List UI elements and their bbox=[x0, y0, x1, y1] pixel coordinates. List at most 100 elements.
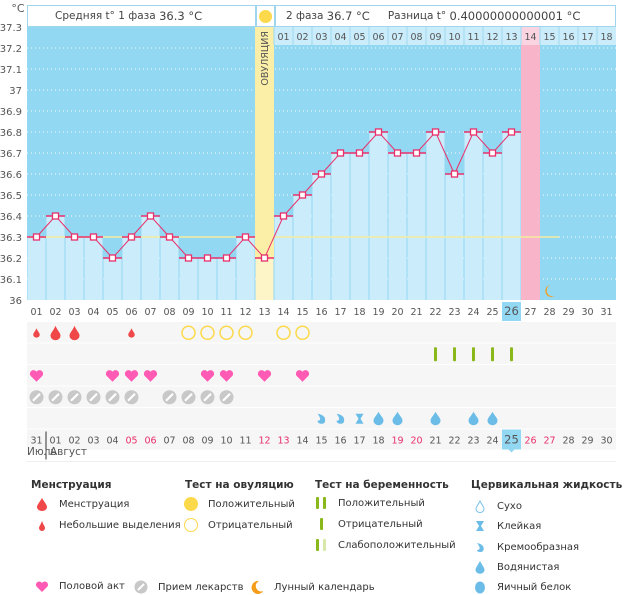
month-august: Август bbox=[50, 446, 87, 458]
pregnancy-positive-icon bbox=[310, 497, 332, 509]
y-tick-label: 36.3 bbox=[0, 233, 22, 244]
temperature-point bbox=[488, 149, 497, 157]
blood-drop-small-icon bbox=[33, 328, 40, 338]
temperature-bar bbox=[502, 132, 521, 300]
legend-cervical-title: Цервикальная жидкость bbox=[471, 479, 623, 491]
cervical-watery-icon bbox=[430, 411, 441, 426]
eggwhite-icon bbox=[475, 581, 485, 594]
calendar-date: 05 bbox=[125, 436, 137, 447]
cycle-day-number: 31 bbox=[600, 307, 612, 318]
pill-icon-stripe bbox=[51, 392, 60, 402]
cycle-day-number: 21 bbox=[410, 307, 422, 318]
legend-pregnancy-faint: Слабоположительный bbox=[310, 539, 456, 551]
cervical-watery-icon bbox=[392, 411, 403, 426]
cycle-day-number: 06 bbox=[125, 307, 137, 318]
calendar-date: 26 bbox=[524, 436, 536, 447]
ovulation-test-negative-icon bbox=[219, 325, 234, 340]
calendar-date: 07 bbox=[163, 436, 175, 447]
temperature-bar bbox=[350, 153, 369, 300]
heart-icon bbox=[29, 370, 44, 382]
phase2-day-number: 03 bbox=[315, 32, 327, 43]
cervical-sticky-icon bbox=[355, 413, 364, 424]
calendar-date: 08 bbox=[182, 436, 194, 447]
phase2-day-number: 16 bbox=[562, 32, 574, 43]
pill-icon-stripe bbox=[184, 392, 193, 402]
y-tick-label: 37 bbox=[9, 86, 22, 97]
temperature-bar bbox=[407, 153, 426, 300]
temperature-point bbox=[184, 254, 193, 262]
pill-icon-stripe bbox=[127, 392, 136, 402]
ovulation-sun-cell bbox=[256, 5, 275, 27]
phase2-day-number: 11 bbox=[467, 32, 479, 43]
cervical-watery-icon bbox=[487, 411, 498, 426]
phase2-day-number: 12 bbox=[486, 32, 498, 43]
calendar-date: 01 bbox=[49, 436, 61, 447]
phase2-day-number: 05 bbox=[353, 32, 365, 43]
blood-drop-large-icon bbox=[37, 498, 47, 511]
temperature-bar bbox=[65, 237, 84, 300]
cycle-day-number: 04 bbox=[87, 307, 99, 318]
temperature-point bbox=[70, 233, 79, 241]
phase2-value: 36.7 °C bbox=[326, 9, 370, 23]
y-tick-label: 36.5 bbox=[0, 191, 22, 202]
expected-period-column bbox=[521, 27, 540, 300]
blood-drop-large-icon bbox=[50, 325, 61, 341]
y-tick-label: 36.8 bbox=[0, 128, 22, 139]
pill-icon-stripe bbox=[32, 392, 41, 402]
temperature-point bbox=[431, 128, 440, 136]
calendar-date: 09 bbox=[201, 436, 213, 447]
temperature-point bbox=[203, 254, 212, 262]
pregnancy-faint-icon bbox=[310, 539, 332, 551]
pregnancy-test-negative-icon bbox=[434, 347, 437, 362]
watery-drop-icon bbox=[475, 561, 485, 574]
calendar-date: 17 bbox=[353, 436, 365, 447]
blood-drop-small-icon bbox=[39, 521, 45, 531]
temperature-point bbox=[393, 149, 402, 157]
legend-ovulation-test-title: Тест на овуляцию bbox=[185, 479, 294, 491]
temperature-bar bbox=[160, 237, 179, 300]
symbol-row-bg bbox=[27, 429, 616, 450]
cervical-watery-icon bbox=[373, 411, 384, 426]
phase2-day-number: 15 bbox=[543, 32, 555, 43]
calendar-date: 22 bbox=[448, 436, 460, 447]
calendar-date: 14 bbox=[296, 436, 308, 447]
temperature-point bbox=[469, 128, 478, 136]
calendar-date: 23 bbox=[467, 436, 479, 447]
calendar-date: 21 bbox=[429, 436, 441, 447]
calendar-date: 06 bbox=[144, 436, 156, 447]
symbol-row-bg bbox=[27, 343, 616, 364]
pregnancy-test-negative-icon bbox=[491, 347, 494, 362]
legend-ovulation-negative: Отрицательный bbox=[180, 518, 293, 532]
cycle-day-number: 05 bbox=[106, 307, 118, 318]
ovulation-test-negative-icon bbox=[295, 325, 310, 340]
calendar-date: 02 bbox=[68, 436, 80, 447]
phase2-day-number: 01 bbox=[277, 32, 289, 43]
pill-icon-stripe bbox=[222, 392, 231, 402]
calendar-date: 24 bbox=[486, 436, 498, 447]
phase1-value: 36.3 °C bbox=[159, 9, 203, 23]
phase2-day-number: 14 bbox=[524, 32, 536, 43]
calendar-date: 28 bbox=[562, 436, 574, 447]
y-axis-unit: °C bbox=[11, 2, 25, 15]
phase2-day-number: 17 bbox=[581, 32, 593, 43]
calendar-date: 25 bbox=[504, 433, 519, 447]
legend-cervical-watery: Водянистая bbox=[469, 560, 559, 574]
cycle-day-number: 25 bbox=[486, 307, 498, 318]
phase2-summary: 2 фаза 36.7 °C Разница t° 0.400000000000… bbox=[275, 5, 616, 27]
legend-spotting: Небольшие выделения bbox=[31, 518, 181, 532]
y-tick-label: 36.9 bbox=[0, 107, 22, 118]
temperature-bar bbox=[84, 237, 103, 300]
phase2-day-number: 13 bbox=[505, 32, 517, 43]
cycle-day-number: 30 bbox=[581, 307, 593, 318]
heart-icon bbox=[257, 370, 272, 382]
bbt-chart: 37.3 37.2 37.1 37 36.9 36.8 36.7 36.6 36.5 36.4 36… bbox=[0, 2, 616, 462]
legend-cervical-sticky: Клейкая bbox=[469, 519, 541, 533]
legend-pregnancy-negative: Отрицательный bbox=[310, 518, 423, 530]
cycle-day-number: 12 bbox=[239, 307, 251, 318]
cycle-day-number: 16 bbox=[315, 307, 327, 318]
symbol-row-bg bbox=[27, 365, 616, 386]
temperature-bar bbox=[426, 132, 445, 300]
temperature-point bbox=[32, 233, 41, 241]
calendar-date: 10 bbox=[220, 436, 232, 447]
cycle-day-number: 14 bbox=[277, 307, 289, 318]
